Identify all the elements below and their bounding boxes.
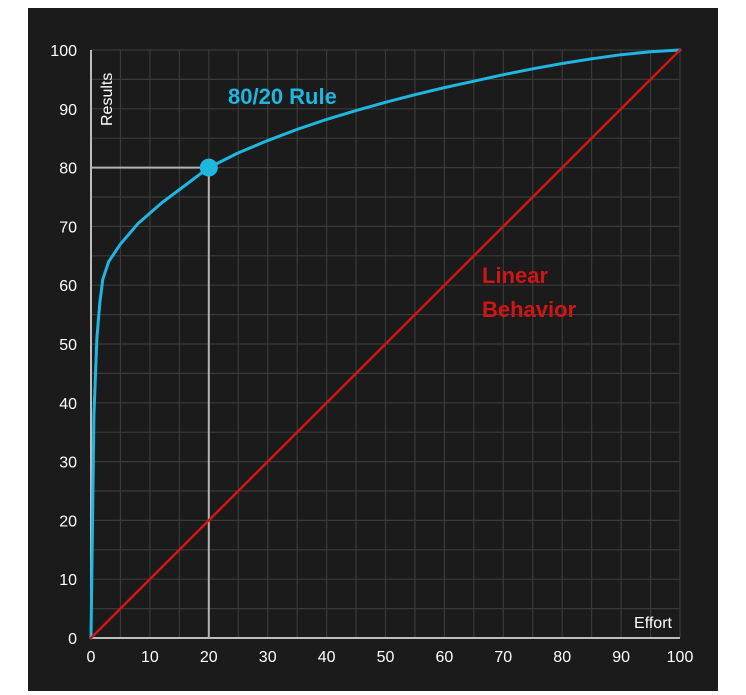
annotation-layer — [199, 158, 218, 177]
x-tick-label: 90 — [612, 649, 630, 666]
pareto-curve-line — [89, 48, 682, 640]
x-axis-label: Effort — [634, 615, 673, 632]
x-tick-label: 60 — [436, 649, 454, 666]
y-tick-label: 20 — [59, 513, 77, 530]
x-tick-label: 10 — [141, 649, 159, 666]
highlight-point-marker — [199, 158, 218, 177]
y-tick-label: 50 — [59, 337, 77, 354]
linear-line — [89, 48, 682, 640]
x-tick-label: 40 — [318, 649, 336, 666]
y-tick-label: 90 — [59, 102, 77, 119]
x-tick-label: 30 — [259, 649, 277, 666]
chart-background — [28, 8, 718, 691]
linear-series-label-line2: Behavior — [482, 297, 577, 322]
x-tick-label: 20 — [200, 649, 218, 666]
linear-series-label-line1: Linear — [482, 263, 548, 288]
y-tick-label: 80 — [59, 161, 77, 178]
y-tick-label: 10 — [59, 572, 77, 589]
tick-label-layer: 0 10 20 30 40 50 60 70 80 90 100 0 10 20 30 40 50 60 70 80 9… — [50, 43, 693, 666]
x-tick-label: 100 — [667, 649, 694, 666]
y-tick-label: 70 — [59, 219, 77, 236]
x-tick-label: 70 — [494, 649, 512, 666]
y-tick-label: 0 — [68, 631, 77, 648]
x-tick-label: 80 — [553, 649, 571, 666]
y-tick-label: 60 — [59, 278, 77, 295]
curve-series-label: 80/20 Rule — [228, 84, 337, 109]
series-layer — [89, 48, 682, 640]
grid-layer — [91, 49, 681, 638]
y-tick-label: 40 — [59, 396, 77, 413]
y-axis-label: Results — [99, 73, 116, 126]
y-tick-label: 100 — [50, 43, 77, 60]
x-tick-label: 0 — [87, 649, 96, 666]
reference-lines-layer — [91, 166, 210, 638]
y-tick-label: 30 — [59, 455, 77, 472]
x-tick-label: 50 — [377, 649, 395, 666]
